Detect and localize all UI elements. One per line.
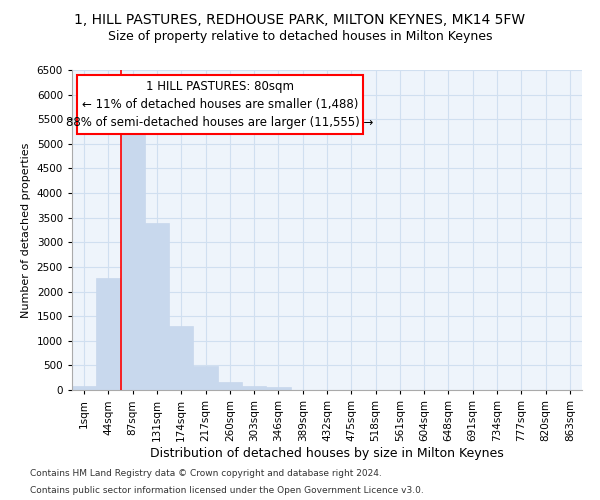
Bar (72, 386, 96, 390)
X-axis label: Distribution of detached houses by size in Milton Keynes: Distribution of detached houses by size … (150, 446, 504, 460)
Bar (96, 278, 121, 390)
Text: Contains HM Land Registry data © Crown copyright and database right 2024.: Contains HM Land Registry data © Crown c… (30, 468, 382, 477)
Text: 1, HILL PASTURES, REDHOUSE PARK, MILTON KEYNES, MK14 5FW: 1, HILL PASTURES, REDHOUSE PARK, MILTON … (74, 12, 526, 26)
Bar (169, 326, 193, 390)
Text: Contains public sector information licensed under the Open Government Licence v3: Contains public sector information licen… (30, 486, 424, 495)
Bar (242, 386, 266, 390)
Bar (145, 223, 169, 390)
Bar (121, 122, 145, 390)
Bar (193, 366, 218, 390)
Text: 1 HILL PASTURES: 80sqm
← 11% of detached houses are smaller (1,488)
88% of semi-: 1 HILL PASTURES: 80sqm ← 11% of detached… (66, 80, 374, 129)
Y-axis label: Number of detached properties: Number of detached properties (21, 142, 31, 318)
FancyBboxPatch shape (77, 75, 363, 134)
Text: Size of property relative to detached houses in Milton Keynes: Size of property relative to detached ho… (108, 30, 492, 43)
Bar (266, 387, 290, 390)
Bar (218, 382, 242, 390)
